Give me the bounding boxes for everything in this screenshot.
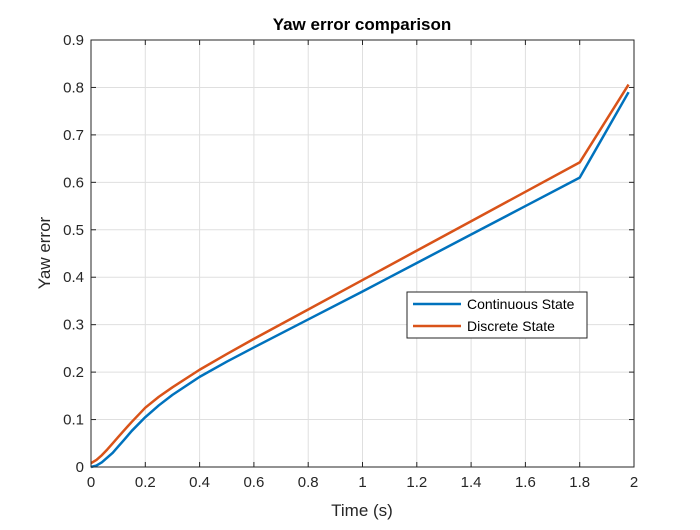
x-tick-label: 0.8 bbox=[298, 474, 319, 491]
x-tick-label: 0.4 bbox=[189, 474, 210, 491]
ticks: 0 0.2 0.4 0.6 0.8 1 1.2 1.4 1.6 1.8 2 0 0.1 0.2 0.3 0.4… bbox=[63, 32, 638, 491]
x-tick-label: 0.6 bbox=[243, 474, 264, 491]
grid bbox=[91, 40, 634, 467]
x-tick-label: 0.2 bbox=[135, 474, 156, 491]
x-tick-label: 1 bbox=[358, 474, 366, 491]
chart-title: Yaw error comparison bbox=[273, 15, 452, 34]
x-tick-label: 2 bbox=[630, 474, 638, 491]
y-tick-label: 0.3 bbox=[63, 317, 84, 334]
legend-label-continuous-state: Continuous State bbox=[467, 296, 575, 312]
y-tick-label: 0.9 bbox=[63, 32, 84, 49]
x-axis-label: Time (s) bbox=[331, 501, 393, 520]
series-line-continuous-state bbox=[90, 91, 630, 469]
x-tick-label: 1.6 bbox=[515, 474, 536, 491]
y-tick-label: 0.1 bbox=[63, 412, 84, 429]
y-tick-label: 0.6 bbox=[63, 174, 84, 191]
legend-label-discrete-state: Discrete State bbox=[467, 318, 555, 334]
legend-box bbox=[406, 291, 588, 339]
legend: Continuous State Discrete State bbox=[406, 291, 588, 339]
y-tick-label: 0.4 bbox=[63, 269, 84, 286]
x-tick-label: 1.4 bbox=[461, 474, 482, 491]
y-tick-label: 0.7 bbox=[63, 127, 84, 144]
x-tick-label: 0 bbox=[87, 474, 95, 491]
y-tick-label: 0.5 bbox=[63, 222, 84, 239]
series-line-discrete-state bbox=[90, 83, 630, 465]
y-tick-label: 0.2 bbox=[63, 364, 84, 381]
x-tick-label: 1.8 bbox=[569, 474, 590, 491]
x-tick-label: 1.2 bbox=[406, 474, 427, 491]
y-tick-label: 0.8 bbox=[63, 79, 84, 96]
series-layer bbox=[90, 83, 630, 469]
y-axis-label: Yaw error bbox=[35, 216, 54, 289]
y-tick-label: 0 bbox=[76, 459, 84, 476]
